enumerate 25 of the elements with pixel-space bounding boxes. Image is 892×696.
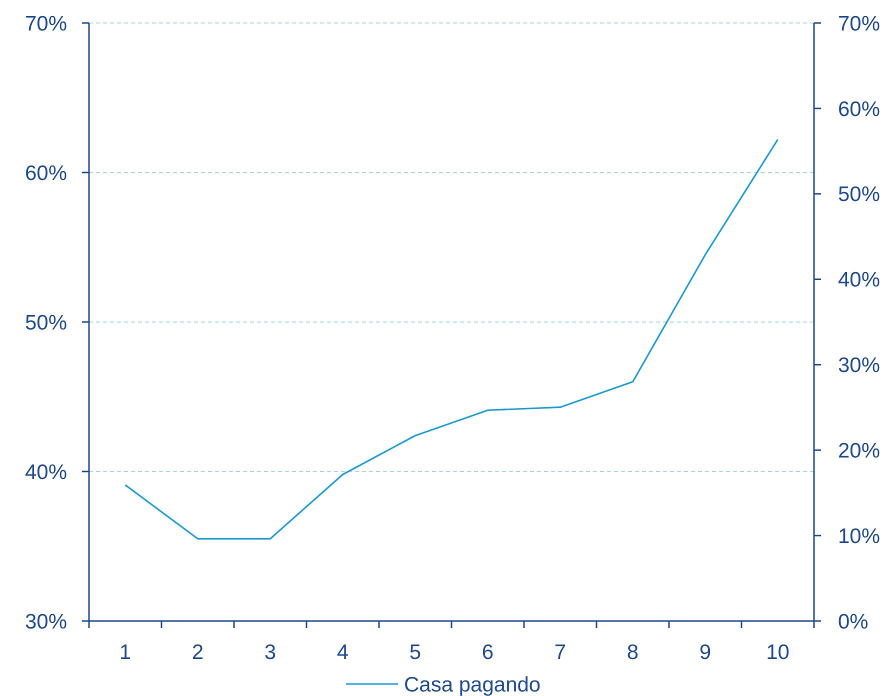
y2-tick-label: 70% (838, 12, 880, 36)
y2-tick-label: 20% (838, 439, 880, 462)
x-tick-label: 9 (699, 641, 712, 664)
y2-tick-label: 60% (838, 98, 880, 121)
y-tick-label: 70% (24, 12, 67, 36)
x-tick-label: 8 (626, 641, 639, 664)
x-tick-label: 4 (336, 641, 349, 664)
x-tick-label: 1 (119, 641, 132, 664)
line-series (124, 138, 779, 540)
x-tick-label: 5 (409, 641, 422, 664)
y-tick-label: 40% (24, 460, 67, 484)
x-tick-label: 2 (192, 641, 204, 664)
legend-label: Casa pagando (404, 673, 541, 696)
y2-tick-label: 10% (838, 524, 880, 548)
y2-tick-label: 40% (838, 268, 880, 292)
y2-tick-label: 50% (838, 183, 880, 206)
y2-tick-label: 0% (838, 610, 868, 634)
x-tick-label: 3 (264, 641, 276, 664)
y-tick-label: 60% (24, 162, 67, 185)
x-tick-label: 6 (482, 641, 494, 664)
x-tick-label: 7 (554, 641, 566, 664)
y2-tick-label: 30% (838, 354, 880, 378)
y-tick-label: 30% (24, 610, 67, 634)
y-tick-label: 50% (24, 311, 67, 334)
x-tick-label: 10 (766, 641, 790, 664)
